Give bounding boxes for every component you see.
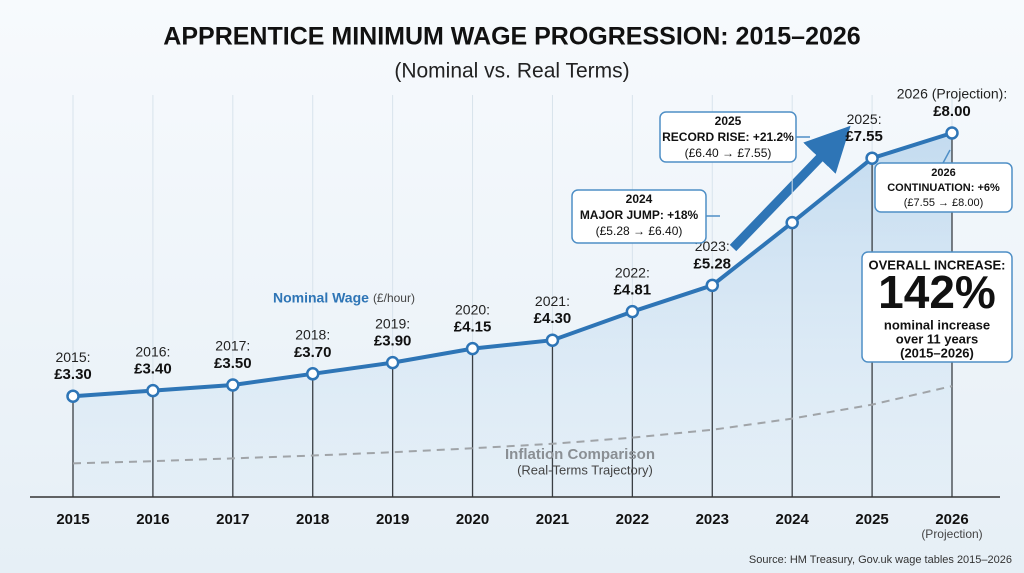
annotation-text: (£6.40 → £7.55) [685, 146, 772, 160]
x-tick-label: 2022 [616, 511, 649, 528]
annotation-text: (2015–2026) [900, 345, 974, 360]
point-label: 2025: [847, 111, 882, 127]
annotation-text: CONTINUATION: +6% [887, 182, 1000, 194]
plot: 2015:£3.30 2016: £3.40 2017:£3.50 2018:£3.70… [30, 86, 1013, 541]
annotation-text: nominal increase [884, 317, 990, 332]
source-note: Source: HM Treasury, Gov.uk wage tables … [749, 554, 1012, 566]
point-label: 2015: [55, 349, 90, 365]
point-label: 2021: [535, 293, 570, 309]
data-point [705, 278, 720, 293]
value-label: £8.00 [933, 103, 971, 120]
point-label: 2020: [455, 301, 490, 317]
value-label: £3.30 [54, 366, 92, 383]
x-tick-label: 2024 [775, 511, 809, 528]
data-point [785, 215, 799, 230]
x-tick-label: 2018 [296, 511, 329, 528]
trend-arrow [729, 125, 851, 252]
x-tick-label: 2019 [376, 511, 409, 528]
legend-note: (£/hour) [373, 291, 415, 305]
annotation-text: (£5.28 → £6.40) [596, 224, 683, 238]
area-fill [73, 133, 952, 497]
annotation-text: 2024 [626, 192, 653, 206]
data-point [625, 304, 640, 319]
point-label: 2017: [215, 338, 250, 354]
value-label: £3.90 [374, 333, 412, 350]
legend-note: (Real-Terms Trajectory) [517, 462, 653, 477]
point-label: 2018: [295, 327, 330, 343]
value-label: £3.70 [294, 344, 332, 361]
value-label: £4.15 [454, 319, 492, 336]
data-point [945, 126, 959, 140]
point-label: 2016: [135, 343, 170, 359]
legend-label: Nominal Wage [273, 290, 369, 306]
annotation-text: 142% [878, 266, 996, 318]
x-tick-label: 2017 [216, 511, 249, 528]
value-label: £4.30 [534, 310, 572, 327]
annotation-text: MAJOR JUMP: +18% [580, 208, 699, 222]
annotation-text: OVERALL INCREASE: [869, 257, 1006, 272]
annotation-text: (£7.55 → £8.00) [904, 197, 984, 209]
data-point [465, 341, 480, 356]
data-point [305, 367, 320, 381]
data-point [226, 378, 240, 392]
x-tick-note: (Projection) [921, 527, 982, 541]
x-tick-label: 2026 [935, 511, 968, 528]
x-tick-label: 2023 [696, 511, 729, 528]
value-label: £3.40 [134, 361, 172, 378]
value-label: £5.28 [693, 255, 731, 272]
series-line [72, 385, 953, 465]
data-point [545, 333, 560, 347]
data-point [385, 355, 400, 370]
legend-label: Inflation Comparison [505, 446, 655, 463]
point-label: 2026 (Projection): [897, 86, 1008, 102]
annotation-text: 2026 [931, 167, 955, 179]
value-label: £4.81 [614, 282, 652, 299]
annotation-text: 2025 [715, 114, 742, 128]
x-tick-label: 2020 [456, 511, 489, 528]
x-tick-label: 2021 [536, 511, 569, 528]
annotation-text: over 11 years [896, 331, 978, 346]
annotation-pointer [942, 149, 951, 164]
data-point [66, 389, 80, 403]
data-point [146, 383, 160, 398]
chart-title: APPRENTICE MINIMUM WAGE PROGRESSION: 201… [163, 23, 860, 51]
annotation-box [861, 251, 1013, 363]
data-point [865, 151, 879, 165]
x-tick-label: 2025 [855, 511, 888, 528]
x-tick-label: 2015 [56, 511, 89, 528]
series-line [72, 131, 953, 399]
value-label: £7.55 [845, 128, 883, 145]
chart-subtitle: (Nominal vs. Real Terms) [394, 60, 629, 83]
point-label: 2022: [615, 264, 650, 280]
point-label: 2019: [375, 315, 410, 331]
value-label: £3.50 [214, 355, 252, 372]
x-tick-label: 2016 [136, 511, 169, 528]
annotation-text: RECORD RISE: +21.2% [662, 130, 794, 144]
